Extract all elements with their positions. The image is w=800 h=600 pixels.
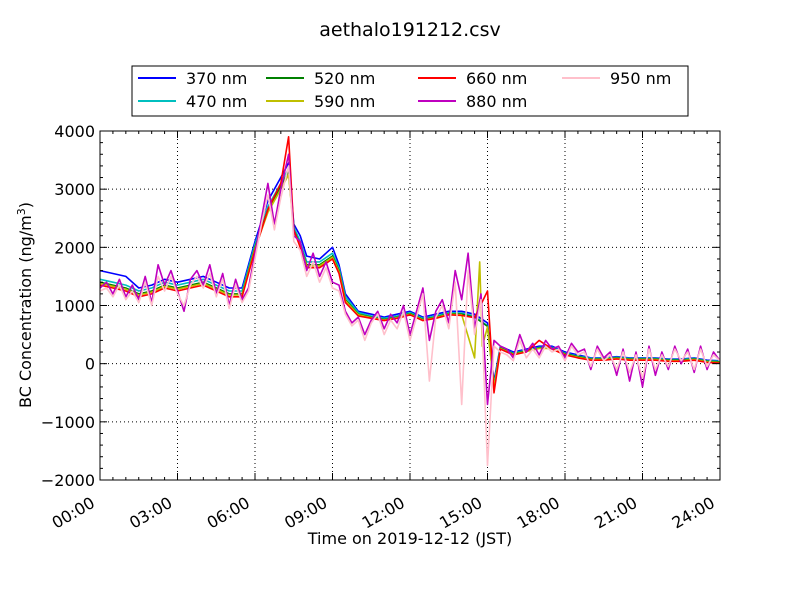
legend-label: 950 nm [610,69,671,88]
legend-label: 590 nm [314,92,375,111]
y-tick-label: 0 [85,355,95,374]
series-lines [99,136,721,467]
legend-box [131,65,689,117]
legend-label: 880 nm [466,92,527,111]
y-tick-label: 4000 [54,122,95,141]
y-tick-label: 2000 [54,238,95,257]
x-axis-label: Time on 2019-12-12 (JST) [307,529,512,548]
series-line-5 [99,153,721,406]
legend-label: 520 nm [314,69,375,88]
y-axis-label-main: BC Concentration (ng/m [16,215,35,408]
legend-label: 470 nm [186,92,247,111]
y-tick-label: −1000 [41,413,95,432]
y-axis-label-close: ) [16,202,35,208]
y-axis-label: BC Concentration (ng/m3) [15,202,35,408]
legend-label: 370 nm [186,69,247,88]
series-line-4 [99,136,721,394]
y-axis-label-superscript: 3 [15,208,28,215]
y-tick-label: 3000 [54,180,95,199]
y-tick-label: 1000 [54,297,95,316]
grid [100,131,720,480]
legend-label: 660 nm [466,69,527,88]
y-tick-label: −2000 [41,471,95,490]
series-line-6 [99,165,721,467]
legend: 370 nm 470 nm 520 nm 590 nm 660 nm 880 nm 950 … [131,65,689,117]
chart-title: aethalo191212.csv [319,19,501,41]
